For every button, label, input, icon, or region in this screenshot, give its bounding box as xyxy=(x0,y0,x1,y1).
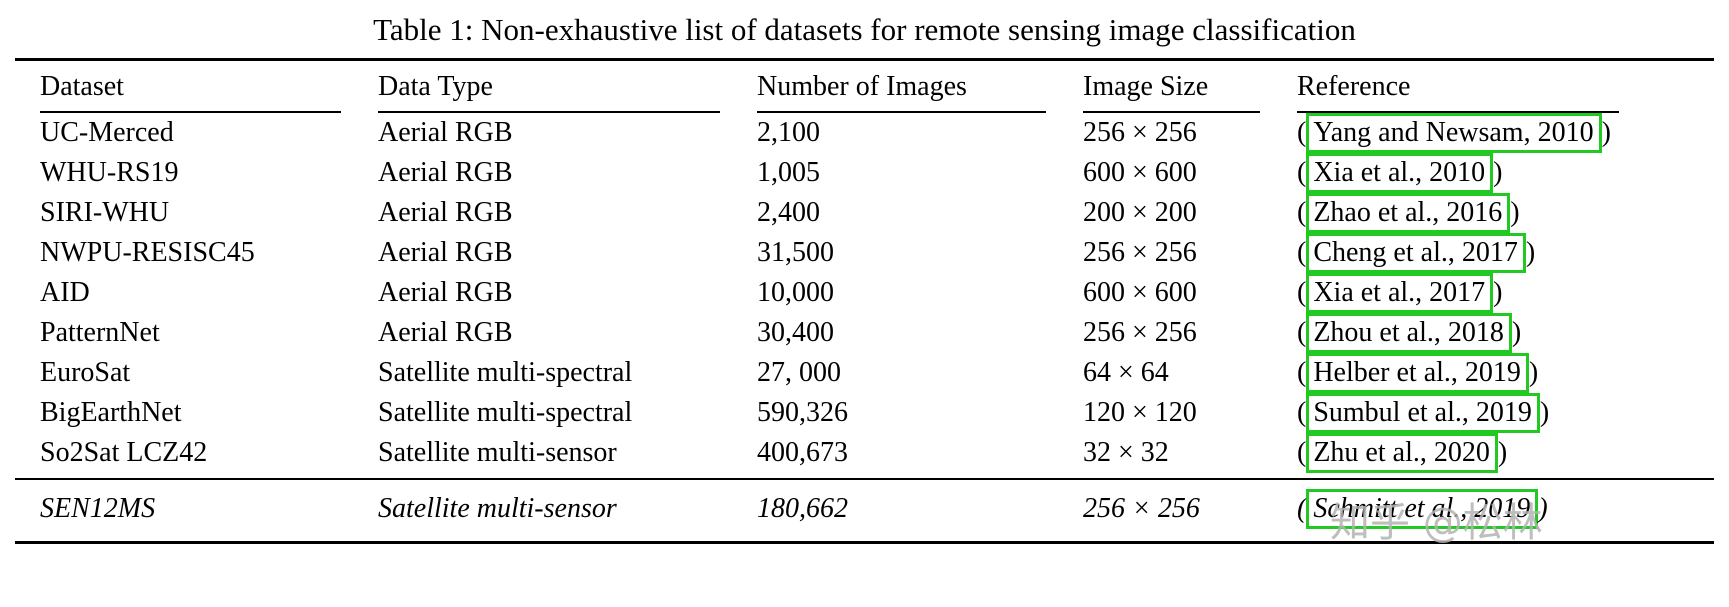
column-header-image-size: Image Size xyxy=(1058,61,1272,113)
cell-data-type: Aerial RGB xyxy=(378,197,513,228)
cell-reference: (Zhou et al., 2018) xyxy=(1272,313,1714,353)
paren-open: ( xyxy=(1297,237,1307,268)
cell-dataset: SIRI-WHU xyxy=(40,197,170,228)
paren-open: ( xyxy=(1297,437,1307,468)
citation-link[interactable]: Zhou et al., 2018 xyxy=(1306,313,1512,353)
cell-dataset: WHU-RS19 xyxy=(40,157,179,188)
paren-open: ( xyxy=(1297,197,1307,228)
cell-data-type: Aerial RGB xyxy=(378,237,513,268)
cell-reference: (Zhao et al., 2016) xyxy=(1272,193,1714,233)
table-rule-top xyxy=(15,58,1714,61)
cell-num-images: 2,400 xyxy=(757,197,820,228)
paren-close: ) xyxy=(1528,357,1539,388)
cell-image-size: 32 × 32 xyxy=(1083,437,1169,468)
paren-close: ) xyxy=(1511,317,1522,348)
cell-reference: (Xia et al., 2017) xyxy=(1272,273,1714,313)
paren-close: ) xyxy=(1601,117,1611,148)
cell-image-size: 256 × 256 xyxy=(1083,237,1197,268)
cell-reference: (Zhu et al., 2020) xyxy=(1272,433,1714,473)
cell-image-size: 256 × 256 xyxy=(1083,493,1200,524)
cell-num-images: 1,005 xyxy=(757,157,820,188)
cell-image-size: 600 × 600 xyxy=(1083,157,1197,188)
citation-link[interactable]: Zhao et al., 2016 xyxy=(1306,193,1511,233)
citation-link[interactable]: Yang and Newsam, 2010 xyxy=(1306,113,1602,153)
cell-num-images: 400,673 xyxy=(757,437,848,468)
cell-dataset: EuroSat xyxy=(40,357,131,388)
datasets-table: Dataset Data Type Number of Images Image… xyxy=(15,61,1714,538)
cell-dataset: UC-Merced xyxy=(40,117,174,148)
cell-dataset: SEN12MS xyxy=(40,493,156,524)
cell-data-type: Aerial RGB xyxy=(378,117,513,148)
cell-dataset: BigEarthNet xyxy=(40,397,182,428)
cell-dataset: PatternNet xyxy=(40,317,160,348)
paren-close: ) xyxy=(1493,277,1503,308)
paren-close: ) xyxy=(1525,237,1536,268)
citation-link[interactable]: Schmitt et al., 2019 xyxy=(1306,489,1539,529)
paren-open: ( xyxy=(1297,277,1307,308)
cell-data-type: Aerial RGB xyxy=(378,277,513,308)
cell-reference: (Helber et al., 2019) xyxy=(1272,353,1714,393)
cell-num-images: 31,500 xyxy=(757,237,834,268)
cell-num-images: 590,326 xyxy=(757,397,848,428)
cell-num-images: 30,400 xyxy=(757,317,834,348)
cell-dataset: AID xyxy=(40,277,90,308)
paren-close: ) xyxy=(1539,397,1550,428)
cell-num-images: 180,662 xyxy=(757,493,848,524)
cell-image-size: 120 × 120 xyxy=(1083,397,1197,428)
cell-num-images: 27, 000 xyxy=(757,357,841,388)
paren-close: ) xyxy=(1493,157,1503,188)
cell-image-size: 600 × 600 xyxy=(1083,277,1197,308)
cell-num-images: 2,100 xyxy=(757,117,820,148)
citation-link[interactable]: Helber et al., 2019 xyxy=(1306,353,1529,393)
cell-data-type: Aerial RGB xyxy=(378,317,513,348)
citation-link[interactable]: Xia et al., 2017 xyxy=(1306,273,1494,313)
citation-link[interactable]: Xia et al., 2010 xyxy=(1306,153,1494,193)
cell-reference: (Xia et al., 2010) xyxy=(1272,153,1714,193)
cell-image-size: 200 × 200 xyxy=(1083,197,1197,228)
cell-data-type: Satellite multi-sensor xyxy=(378,493,617,524)
paren-close: ) xyxy=(1497,437,1508,468)
paren-open: ( xyxy=(1297,157,1307,188)
paren-open: ( xyxy=(1297,493,1307,524)
paren-open: ( xyxy=(1297,117,1307,148)
cell-reference: (Cheng et al., 2017) xyxy=(1272,233,1714,273)
table-caption: Table 1: Non-exhaustive list of datasets… xyxy=(373,12,1356,47)
citation-link[interactable]: Cheng et al., 2017 xyxy=(1306,233,1526,273)
column-header-data-type: Data Type xyxy=(353,61,732,113)
cell-image-size: 64 × 64 xyxy=(1083,357,1169,388)
cell-reference: (Sumbul et al., 2019) xyxy=(1272,393,1714,433)
cell-reference: (Yang and Newsam, 2010) xyxy=(1272,113,1714,153)
column-header-dataset: Dataset xyxy=(15,61,353,113)
cell-num-images: 10,000 xyxy=(757,277,834,308)
paren-open: ( xyxy=(1297,317,1307,348)
paren-close: ) xyxy=(1510,197,1520,228)
cell-data-type: Satellite multi-spectral xyxy=(378,397,633,428)
cell-dataset: NWPU-RESISC45 xyxy=(40,237,255,268)
paren-open: ( xyxy=(1297,357,1307,388)
citation-link[interactable]: Sumbul et al., 2019 xyxy=(1306,393,1540,433)
paren-close: ) xyxy=(1538,493,1548,524)
cell-image-size: 256 × 256 xyxy=(1083,117,1197,148)
cell-reference: (Schmitt et al., 2019) xyxy=(1272,480,1714,538)
cell-data-type: Satellite multi-spectral xyxy=(378,357,633,388)
cell-data-type: Aerial RGB xyxy=(378,157,513,188)
column-header-reference: Reference xyxy=(1272,61,1714,113)
paren-open: ( xyxy=(1297,397,1307,428)
table-rule-mid xyxy=(15,478,1714,480)
column-header-num-images: Number of Images xyxy=(732,61,1058,113)
table-rule-bottom xyxy=(15,541,1714,544)
cell-image-size: 256 × 256 xyxy=(1083,317,1197,348)
cell-dataset: So2Sat LCZ42 xyxy=(40,437,208,468)
citation-link[interactable]: Zhu et al., 2020 xyxy=(1306,433,1498,473)
cell-data-type: Satellite multi-sensor xyxy=(378,437,617,468)
